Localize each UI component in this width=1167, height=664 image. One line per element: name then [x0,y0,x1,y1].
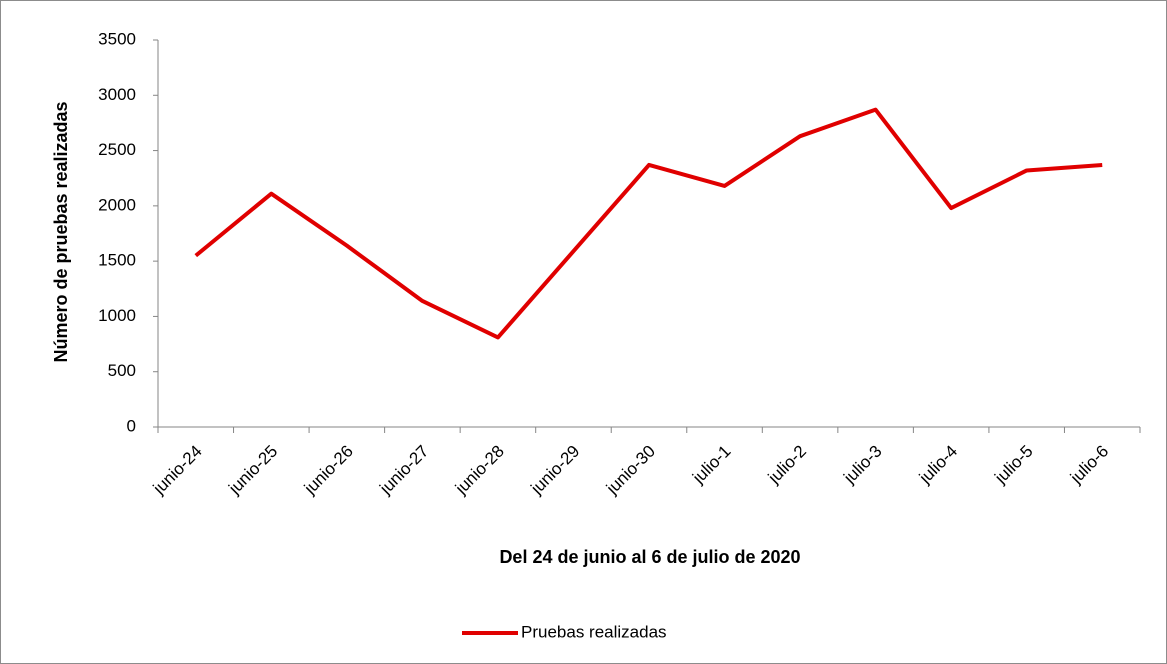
y-tick-label: 2000 [98,195,136,214]
y-tick-label: 1000 [98,306,136,325]
data-line [194,107,1103,340]
y-axis-title: Número de pruebas realizadas [51,101,71,362]
y-tick-label: 0 [127,416,136,435]
y-tick-label: 500 [108,361,136,380]
y-tick-label: 1500 [98,251,136,270]
x-axis-title: Del 24 de junio al 6 de julio de 2020 [499,547,800,567]
y-tick-label: 3000 [98,85,136,104]
y-tick-label: 3500 [98,29,136,48]
y-tick-label: 2500 [98,140,136,159]
legend-label: Pruebas realizadas [521,622,667,641]
